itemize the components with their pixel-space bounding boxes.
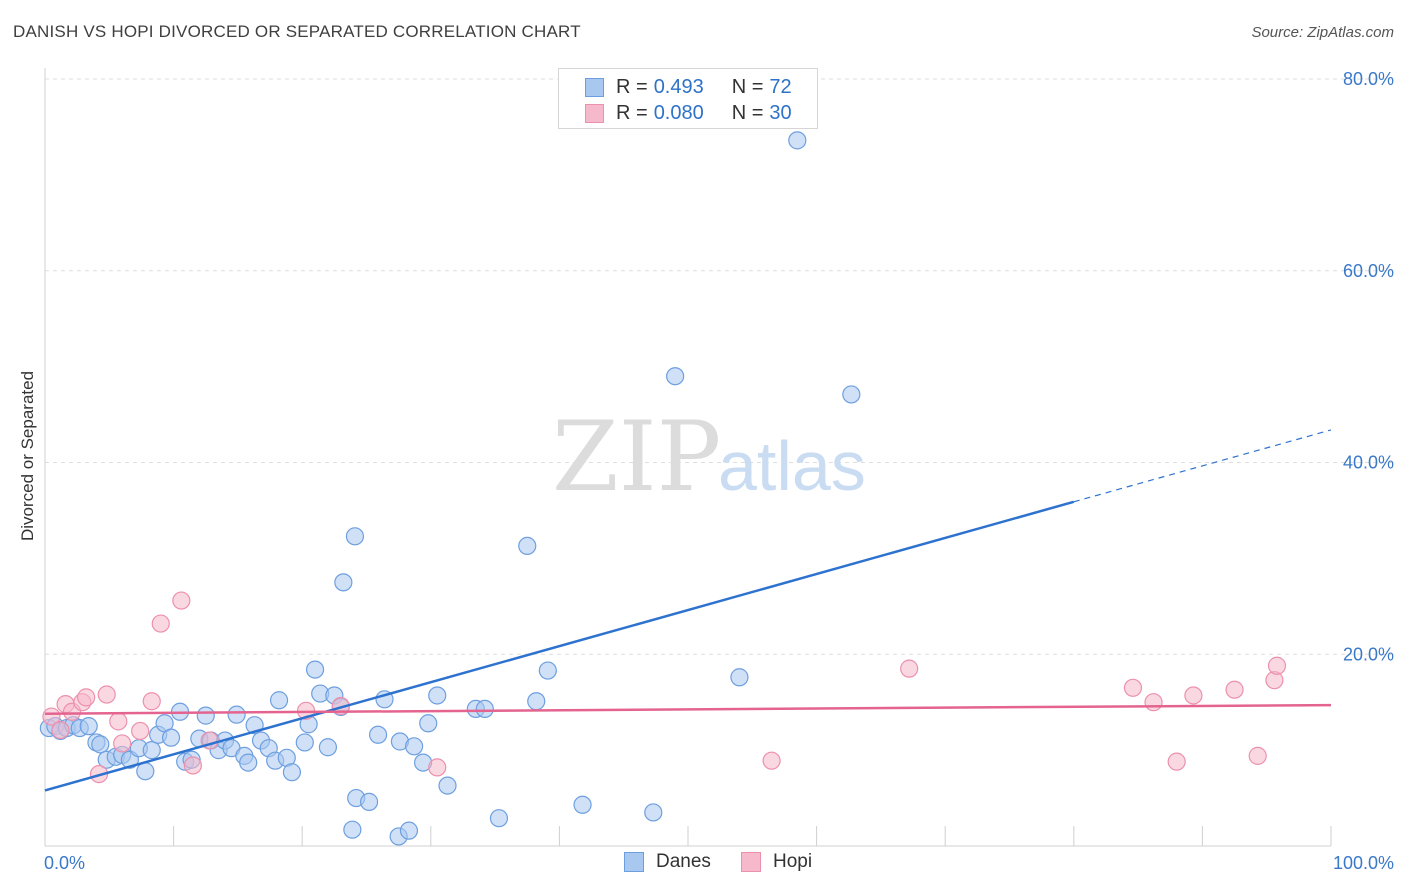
danes-point-50 <box>368 725 388 744</box>
bottom-danes-swatch <box>624 852 644 872</box>
bottom-legend-hopi: Hopi <box>741 851 812 873</box>
danes-swatch <box>585 77 604 97</box>
danes-n-value: 72 <box>769 75 792 98</box>
hopi-point-1 <box>51 720 70 740</box>
danes-point-70 <box>788 131 807 150</box>
danes-point-65 <box>538 661 557 680</box>
danes-point-30 <box>239 753 258 772</box>
danes-point-64 <box>527 692 546 711</box>
y-axis-label: Divorced or Separated <box>18 370 37 542</box>
danes-point-38 <box>295 733 314 752</box>
hopi-point-9 <box>113 734 132 753</box>
hopi-point-25 <box>1225 680 1244 699</box>
danes-point-61 <box>475 699 494 718</box>
hopi-point-26 <box>1248 746 1267 765</box>
danes-point-6 <box>79 717 98 736</box>
danes-point-18 <box>161 728 181 747</box>
danes-point-47 <box>345 527 365 546</box>
danes-point-46 <box>334 573 353 592</box>
danes-r-label: R = <box>616 75 648 98</box>
hopi-point-8 <box>109 712 128 731</box>
danes-point-63 <box>518 536 537 556</box>
danes-point-42 <box>318 738 338 757</box>
danes-point-67 <box>644 803 663 822</box>
hopi-point-12 <box>151 614 170 633</box>
danes-point-58 <box>428 686 447 705</box>
danes-point-54 <box>399 821 419 840</box>
x-tick-label-max: 100.0% <box>1333 853 1394 873</box>
y-tick-label-80: 80.0% <box>1343 69 1394 89</box>
y-tick-labels: 20.0% 40.0% 60.0% 80.0% <box>1343 69 1394 664</box>
trendlines <box>44 429 1332 792</box>
danes-trendline-extension <box>1073 429 1332 503</box>
hopi-point-18 <box>428 758 447 777</box>
bottom-hopi-label: Hopi <box>773 851 813 872</box>
watermark-zip: ZIP <box>552 401 721 513</box>
legend-row-danes: R = 0.493 N = 72 <box>585 74 792 100</box>
danes-point-68 <box>666 367 685 386</box>
danes-point-35 <box>269 691 289 710</box>
hopi-point-21 <box>1123 678 1143 697</box>
hopi-point-5 <box>77 688 96 707</box>
hopi-point-7 <box>97 685 116 704</box>
hopi-trendline <box>44 703 1332 715</box>
hopi-point-28 <box>1267 656 1287 675</box>
y-tick-label-60: 60.0% <box>1343 261 1394 281</box>
danes-trendline <box>44 500 1075 792</box>
hopi-n-label: N = <box>731 101 764 124</box>
hopi-point-10 <box>131 721 150 741</box>
danes-n-label: N = <box>731 75 764 98</box>
bottom-legend-danes: Danes <box>624 851 711 873</box>
hopi-point-24 <box>1184 686 1203 705</box>
danes-point-66 <box>573 795 592 814</box>
hopi-point-23 <box>1167 752 1186 771</box>
danes-point-49 <box>359 792 379 811</box>
x-tick-label-min: 0.0% <box>44 853 85 873</box>
hopi-point-11 <box>142 692 161 711</box>
hopi-point-20 <box>900 659 919 678</box>
gridlines <box>45 78 1394 655</box>
danes-point-45 <box>343 820 362 839</box>
hopi-point-14 <box>183 756 202 775</box>
danes-point-57 <box>419 714 438 733</box>
hopi-point-13 <box>172 591 191 610</box>
hopi-point-22 <box>1144 693 1163 712</box>
x-axis-ticks <box>44 826 1332 846</box>
source-note: Source: ZipAtlas.com <box>1251 24 1394 41</box>
danes-point-62 <box>489 809 509 828</box>
bottom-danes-label: Danes <box>656 851 711 872</box>
danes-point-59 <box>438 776 457 795</box>
hopi-r-value: 0.080 <box>653 101 704 124</box>
hopi-r-label: R = <box>616 101 648 124</box>
danes-point-40 <box>305 660 325 679</box>
correlation-legend: R = 0.493 N = 72 R = 0.080 N = 30 <box>558 68 818 129</box>
danes-point-37 <box>282 763 302 782</box>
danes-point-15 <box>142 741 161 760</box>
legend-row-hopi: R = 0.080 N = 30 <box>585 100 792 126</box>
danes-point-71 <box>842 385 861 404</box>
watermark-atlas: atlas <box>718 427 866 505</box>
danes-point-69 <box>730 668 749 687</box>
danes-point-28 <box>227 705 246 724</box>
y-tick-label-40: 40.0% <box>1343 453 1394 473</box>
y-tick-label-20: 20.0% <box>1343 644 1394 664</box>
danes-point-23 <box>196 706 215 725</box>
bottom-hopi-swatch <box>741 852 761 872</box>
danes-point-55 <box>404 737 424 756</box>
hopi-point-0 <box>42 707 61 726</box>
danes-r-value: 0.493 <box>653 75 704 98</box>
danes-point-8 <box>91 735 110 754</box>
danes-point-14 <box>136 762 155 781</box>
chart-title: DANISH VS HOPI DIVORCED OR SEPARATED COR… <box>13 22 581 41</box>
hopi-swatch <box>585 103 604 123</box>
hopi-point-19 <box>762 751 781 770</box>
hopi-n-value: 30 <box>769 101 792 124</box>
